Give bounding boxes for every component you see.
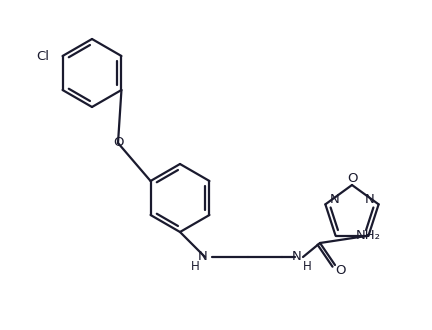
Text: H: H xyxy=(191,260,200,274)
Text: O: O xyxy=(347,173,357,185)
Text: H: H xyxy=(303,260,311,274)
Text: O: O xyxy=(113,137,123,149)
Text: N: N xyxy=(292,250,302,263)
Text: Cl: Cl xyxy=(37,50,50,62)
Text: NH₂: NH₂ xyxy=(356,229,381,242)
Text: N: N xyxy=(198,250,208,263)
Text: N: N xyxy=(365,193,375,206)
Text: O: O xyxy=(335,263,345,277)
Text: N: N xyxy=(330,193,339,206)
